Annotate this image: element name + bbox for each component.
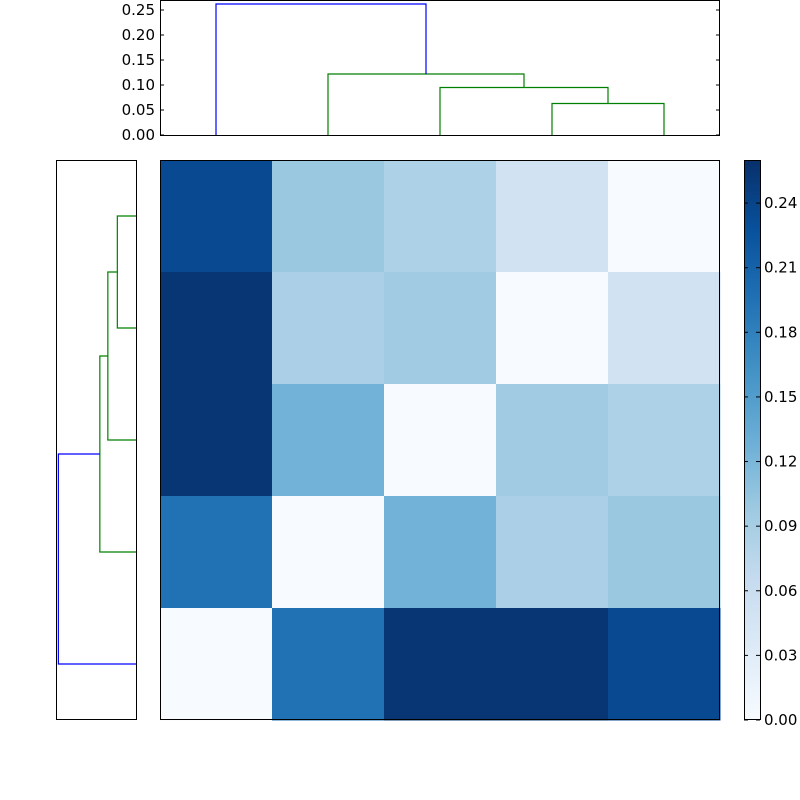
- heatmap-cell: [496, 160, 609, 273]
- heatmap-cell: [384, 160, 497, 273]
- heatmap-cell: [384, 496, 497, 609]
- heatmap-cell: [608, 608, 721, 721]
- top-dendrogram-tick-label: 0.25: [122, 1, 155, 19]
- heatmap-cell: [160, 160, 273, 273]
- colorbar-tick-label: 0.15: [764, 388, 797, 406]
- left-dendrogram-frame: [56, 160, 137, 720]
- heatmap-cell: [384, 384, 497, 497]
- top-dendrogram-tick-label: 0.10: [122, 76, 155, 94]
- top-dendrogram-frame: [160, 0, 720, 136]
- heatmap-cell: [496, 384, 609, 497]
- top-dendrogram-link: [439, 86, 609, 135]
- top-dendrogram-tick-label: 0.05: [122, 101, 155, 119]
- left-dendrogram: [56, 160, 137, 720]
- top-dendrogram-link: [551, 102, 665, 135]
- colorbar-frame: [744, 160, 761, 720]
- heatmap-cell: [496, 496, 609, 609]
- heatmap-cell: [272, 272, 385, 385]
- left-dendrogram-link: [57, 453, 136, 665]
- top-dendrogram-link: [215, 3, 427, 135]
- colorbar-tick-label: 0.00: [764, 711, 797, 729]
- heatmap-cell: [384, 272, 497, 385]
- heatmap-cell: [160, 496, 273, 609]
- colorbar-tick-label: 0.24: [764, 194, 797, 212]
- top-dendrogram-tick-label: 0.00: [122, 126, 155, 144]
- left-dendrogram-link: [107, 271, 136, 441]
- heatmap-cell: [272, 160, 385, 273]
- colorbar-tick-label: 0.21: [764, 259, 797, 277]
- top-dendrogram: 0.00 0.05 0.10 0.15 0.20 0.25: [122, 0, 720, 144]
- top-dendrogram-link: [327, 73, 525, 135]
- heatmap-cell: [608, 272, 721, 385]
- left-dendrogram-link: [116, 215, 136, 329]
- colorbar: 0.00 0.03 0.06 0.09 0.12 0.15 0.18 0.21 0.24: [744, 160, 797, 729]
- heatmap-cell: [608, 384, 721, 497]
- colorbar-gradient: [744, 160, 760, 720]
- heatmap-cells: [160, 160, 721, 721]
- heatmap: [160, 160, 721, 721]
- heatmap-cell: [160, 272, 273, 385]
- colorbar-tick-label: 0.12: [764, 453, 797, 471]
- left-dendrogram-link: [99, 355, 136, 553]
- heatmap-cell: [496, 272, 609, 385]
- colorbar-ticks: 0.00 0.03 0.06 0.09 0.12 0.15 0.18 0.21 0.24: [744, 194, 797, 729]
- top-dendrogram-y-ticks: 0.00 0.05 0.10 0.15 0.20 0.25: [122, 1, 720, 144]
- colorbar-tick-label: 0.18: [764, 323, 797, 341]
- heatmap-cell: [160, 384, 273, 497]
- top-dendrogram-tick-label: 0.20: [122, 26, 155, 44]
- colorbar-tick-label: 0.06: [764, 582, 797, 600]
- heatmap-cell: [496, 608, 609, 721]
- colorbar-tick-label: 0.03: [764, 646, 797, 664]
- top-dendrogram-tick-label: 0.15: [122, 51, 155, 69]
- heatmap-cell: [272, 608, 385, 721]
- heatmap-cell: [608, 496, 721, 609]
- heatmap-frame: [160, 160, 720, 720]
- colorbar-tick-label: 0.09: [764, 517, 797, 535]
- heatmap-cell: [160, 608, 273, 721]
- heatmap-cell: [384, 608, 497, 721]
- heatmap-cell: [608, 160, 721, 273]
- top-dendrogram-links: [215, 3, 665, 135]
- heatmap-cell: [272, 496, 385, 609]
- heatmap-cell: [272, 384, 385, 497]
- left-dendrogram-links: [57, 215, 136, 665]
